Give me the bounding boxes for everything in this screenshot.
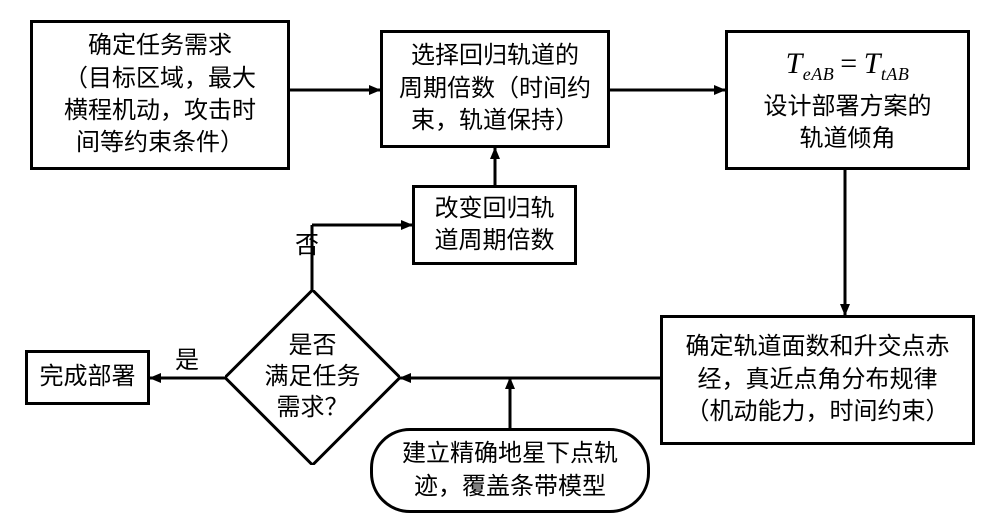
edge-label-no: 否 [295, 225, 319, 260]
formula-eq-sign: = [834, 47, 863, 80]
node-determine-planes-text: 确定轨道面数和升交点赤 经，真近点角分布规律 （机动能力，时间约束） [686, 331, 950, 428]
node-select-return-orbit: 选择回归轨道的 周期倍数（时间约 束，轨道保持） [380, 30, 610, 148]
node-define-task: 确定任务需求 （目标区域，最大 横程机动，攻击时 间等约束条件） [30, 20, 290, 170]
node-build-model-text: 建立精确地星下点轨 迹，覆盖条带模型 [402, 438, 618, 503]
node-complete-text: 完成部署 [40, 361, 136, 393]
node-change-multiple-text: 改变回归轨 道周期倍数 [435, 193, 555, 258]
node-select-return-orbit-text: 选择回归轨道的 周期倍数（时间约 束，轨道保持） [399, 40, 591, 137]
edge-label-yes-text: 是 [175, 348, 199, 374]
formula-lhs-sub: eAB [803, 64, 834, 84]
node-determine-planes: 确定轨道面数和升交点赤 经，真近点角分布规律 （机动能力，时间约束） [660, 315, 975, 445]
node-build-model: 建立精确地星下点轨 迹，覆盖条带模型 [370, 428, 650, 513]
formula-lhs-base: T [786, 47, 803, 80]
node-decision: 是否 满足任务 需求？ [225, 290, 400, 465]
formula-rhs-sub: tAB [881, 64, 910, 84]
formula-TeAB-eq-TtAB: TeAB=TtAB [786, 44, 910, 86]
node-change-multiple: 改变回归轨 道周期倍数 [412, 185, 577, 265]
edge-label-yes: 是 [175, 340, 199, 375]
flowchart-canvas: 确定任务需求 （目标区域，最大 横程机动，攻击时 间等约束条件） 选择回归轨道的… [0, 0, 1000, 528]
node-formula-inclination: TeAB=TtAB 设计部署方案的 轨道倾角 [725, 30, 970, 170]
formula-rhs-base: T [864, 47, 881, 80]
node-formula-inclination-text: 设计部署方案的 轨道倾角 [764, 91, 932, 156]
node-complete: 完成部署 [25, 350, 150, 405]
node-define-task-text: 确定任务需求 （目标区域，最大 横程机动，攻击时 间等约束条件） [64, 30, 256, 160]
node-decision-text: 是否 满足任务 需求？ [265, 331, 361, 425]
edge-label-no-text: 否 [295, 233, 319, 259]
